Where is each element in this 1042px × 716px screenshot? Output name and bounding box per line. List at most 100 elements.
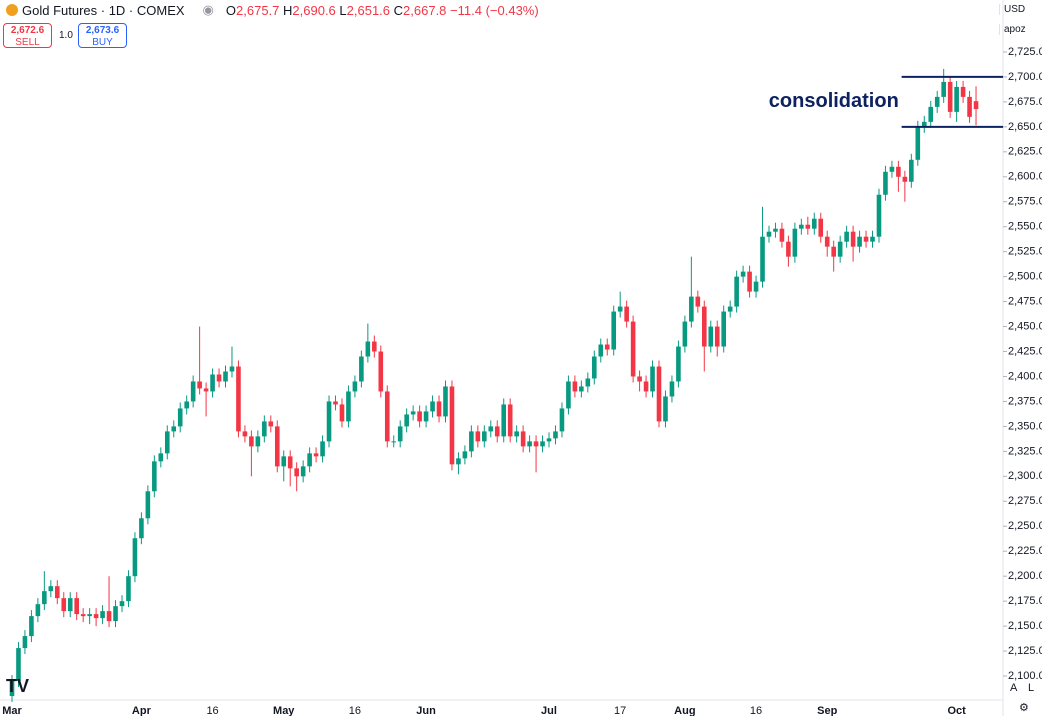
y-tick-label: 2,500.0 <box>1008 271 1042 283</box>
candle-body <box>184 401 189 409</box>
y-tick-label: 2,150.0 <box>1008 620 1042 632</box>
candle-body <box>177 408 183 427</box>
candle-body <box>352 381 358 392</box>
ohlc-key: L <box>339 2 347 18</box>
y-tick-label: 2,300.0 <box>1008 470 1042 482</box>
x-tick-label: 16 <box>206 705 218 716</box>
settings-icon[interactable]: ⚙ <box>1019 702 1029 714</box>
candle-body <box>74 598 79 615</box>
candle-body <box>87 614 92 617</box>
candle-body <box>837 241 843 257</box>
candle-body <box>35 604 41 617</box>
y-tick-label: 2,225.0 <box>1008 545 1042 557</box>
x-tick-label: Mar <box>2 705 22 716</box>
candle-body <box>145 491 151 519</box>
candle-body <box>339 404 345 422</box>
candle-body <box>469 431 474 452</box>
candle-body <box>604 344 610 350</box>
y-tick-label: 2,125.0 <box>1008 645 1042 657</box>
candle-body <box>152 461 157 492</box>
scale-menu[interactable]: apoz <box>999 24 1038 35</box>
y-tick-label: 2,550.0 <box>1008 221 1042 233</box>
candle-body <box>326 401 332 442</box>
candle-body <box>753 281 759 292</box>
candle-body <box>630 321 636 377</box>
symbol-title: Gold Futures · 1D · COMEX <box>22 2 185 18</box>
buy-button[interactable]: 2,673.6 BUY <box>78 23 127 48</box>
scale-button[interactable]: L <box>1028 682 1035 694</box>
eye-icon[interactable]: ◉ <box>202 2 214 17</box>
candle-body <box>954 86 959 112</box>
y-tick-label: 2,100.0 <box>1008 670 1042 682</box>
y-tick-label: 2,625.0 <box>1008 146 1042 158</box>
candle-body <box>417 411 422 422</box>
candle-body <box>527 441 532 447</box>
candle-body <box>973 101 979 110</box>
candle-body <box>889 166 895 172</box>
x-tick-label: Jul <box>541 705 557 716</box>
x-tick-label: Apr <box>132 705 152 716</box>
candle-body <box>779 228 785 242</box>
candle-body <box>540 441 545 447</box>
candle-body <box>333 401 338 405</box>
candle-body <box>934 96 940 107</box>
x-tick-label: 16 <box>349 705 361 716</box>
change: −11.4 (−0.43%) <box>450 2 539 18</box>
candle-body <box>921 121 927 127</box>
ohlc-value: 2,675.7 <box>236 2 280 18</box>
y-tick-label: 2,725.0 <box>1008 46 1042 58</box>
candle-body <box>223 371 228 382</box>
candle-body <box>365 341 371 357</box>
candle-body <box>249 436 254 447</box>
candle-body <box>397 426 403 442</box>
candle-body <box>359 356 364 382</box>
quantity[interactable]: 1.0 <box>59 30 73 41</box>
candle-body <box>915 126 921 160</box>
sell-button[interactable]: 2,672.6 SELL <box>3 23 52 48</box>
y-tick-label: 2,650.0 <box>1008 121 1042 133</box>
logo[interactable]: TV <box>6 676 30 696</box>
y-tick-label: 2,700.0 <box>1008 71 1042 83</box>
candle-body <box>203 388 209 392</box>
sell-price: 2,672.6 <box>10 25 45 36</box>
scale-button[interactable]: A <box>1010 682 1018 694</box>
currency-button[interactable]: USD <box>999 4 1038 15</box>
candle-body <box>824 236 830 247</box>
candle-body <box>585 378 591 387</box>
candle-body <box>883 171 888 195</box>
candle-body <box>909 159 914 182</box>
candle-body <box>805 224 811 229</box>
x-tick-label: 17 <box>614 705 626 716</box>
ohlc-key: C <box>393 2 404 18</box>
candle-body <box>126 576 131 602</box>
candle-body <box>553 431 558 439</box>
candle-body <box>863 236 869 242</box>
candle-body <box>844 231 849 242</box>
candle-body <box>579 386 584 392</box>
candle-body <box>676 346 681 382</box>
candle-body <box>792 228 798 257</box>
candle-body <box>93 614 99 619</box>
candle-body <box>80 614 86 617</box>
ohlc-key: H <box>283 2 293 18</box>
candle-body <box>210 374 215 392</box>
candle-body <box>857 236 862 247</box>
candle-body <box>714 326 720 347</box>
candle-body <box>721 311 726 347</box>
candle-body <box>494 426 500 437</box>
candle-body <box>967 96 972 117</box>
candle-body <box>766 231 772 237</box>
candle-body <box>106 611 112 622</box>
candle-body <box>22 636 28 649</box>
x-tick-label: Sep <box>817 705 837 716</box>
candle-body <box>449 386 455 465</box>
ohlc-value: 2,651.6 <box>346 2 391 18</box>
candle-body <box>734 276 739 307</box>
candle-body <box>320 441 325 457</box>
candle-body <box>132 538 138 577</box>
candle-body <box>617 306 623 312</box>
candle-body <box>701 306 707 347</box>
buy-price: 2,673.6 <box>85 25 120 36</box>
